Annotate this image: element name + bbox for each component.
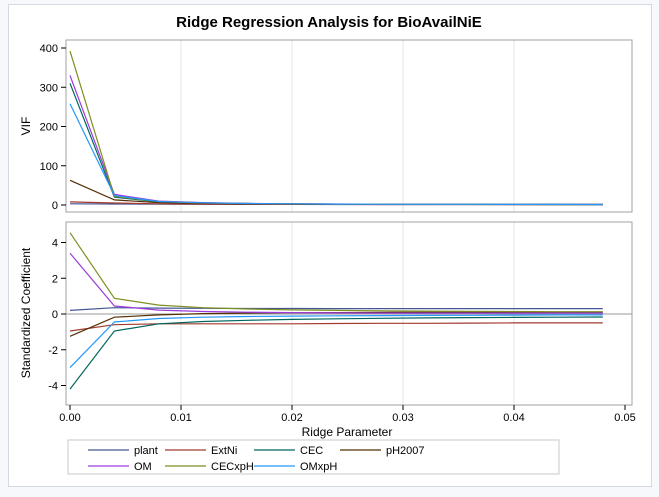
x-tick-label: 0.01 (170, 412, 191, 424)
vif-series-om (69, 75, 603, 206)
legend: plant ExtNi CEC pH2007 OM CECxpH OMxpH (67, 439, 560, 475)
legend-label: pH2007 (386, 445, 425, 457)
coef-y-tick-label: 4 (52, 238, 58, 250)
coef-y-tick-label: -4 (48, 381, 58, 393)
legend-label: ExtNi (211, 445, 237, 457)
bottom-y-axis-label: Standardized Coefficient (19, 247, 33, 378)
coef-series-cecxph (69, 232, 603, 313)
coef-series-extni (69, 322, 603, 332)
legend-item-om: OM (88, 461, 152, 473)
top-y-axis-label: VIF (19, 117, 33, 136)
legend-item-omxph: OMxpH (254, 461, 337, 473)
legend-label: plant (134, 445, 158, 457)
x-tick-label: 0.00 (59, 412, 80, 424)
chart-frame (8, 4, 652, 487)
x-tick-label: 0.04 (503, 412, 524, 424)
legend-item-plant: plant (88, 445, 158, 457)
coef-series-cec (69, 316, 603, 390)
legend-label: OM (134, 461, 152, 473)
vif-y-tick-label: 0 (52, 200, 58, 212)
legend-label: CECxpH (211, 461, 254, 473)
x-tick-label: 0.03 (392, 412, 413, 424)
legend-label: OMxpH (300, 461, 337, 473)
coef-series-omxph (69, 314, 603, 369)
x-tick-label: 0.02 (281, 412, 302, 424)
vif-y-tick-label: 300 (40, 82, 58, 94)
legend-item-cec: CEC (254, 445, 323, 457)
legend-item-extni: ExtNi (165, 445, 237, 457)
vif-y-tick-label: 200 (40, 122, 58, 134)
coef-y-tick-label: -2 (48, 345, 58, 357)
coef-y-tick-label: 2 (52, 273, 58, 285)
vif-plot-frame (65, 39, 633, 213)
vif-series-omxph (69, 103, 603, 206)
legend-item-ph2007: pH2007 (340, 445, 425, 457)
coef-series-om (69, 252, 603, 314)
legend-item-cecxph: CECxpH (165, 461, 254, 473)
vif-series-cec (69, 83, 603, 206)
vif-series-cecxph (69, 50, 603, 206)
coef-series-plant (69, 307, 603, 311)
chart-title: Ridge Regression Analysis for BioAvailNi… (176, 14, 482, 31)
legend-box (67, 439, 560, 475)
vif-y-tick-label: 100 (40, 161, 58, 173)
legend-label: CEC (300, 445, 323, 457)
vif-y-tick-label: 400 (40, 43, 58, 55)
coef-y-tick-label: 0 (52, 309, 58, 321)
x-axis-label: Ridge Parameter (302, 425, 393, 439)
x-tick-label: 0.05 (614, 412, 635, 424)
